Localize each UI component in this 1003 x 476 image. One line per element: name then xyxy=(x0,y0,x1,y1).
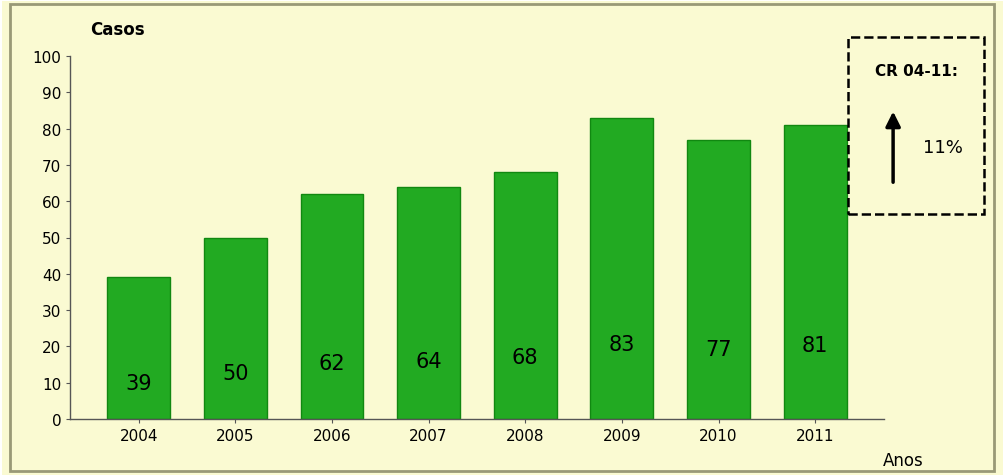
Text: CR 04-11:: CR 04-11: xyxy=(874,64,957,79)
Text: Casos: Casos xyxy=(90,21,144,39)
Bar xyxy=(686,140,749,419)
Bar xyxy=(783,126,846,419)
Text: 81: 81 xyxy=(801,336,827,356)
Text: 68: 68 xyxy=(512,347,538,367)
Text: 11%: 11% xyxy=(923,139,962,157)
Text: 83: 83 xyxy=(608,334,635,354)
Text: 62: 62 xyxy=(318,353,345,373)
Bar xyxy=(204,238,267,419)
Text: 64: 64 xyxy=(415,351,441,371)
Text: 39: 39 xyxy=(125,374,151,394)
Bar xyxy=(300,195,363,419)
Bar xyxy=(107,278,170,419)
Bar xyxy=(397,188,459,419)
Text: 77: 77 xyxy=(704,339,731,359)
Bar xyxy=(590,119,653,419)
Text: Anos: Anos xyxy=(882,451,923,469)
Bar xyxy=(493,173,556,419)
Text: 50: 50 xyxy=(222,364,249,384)
